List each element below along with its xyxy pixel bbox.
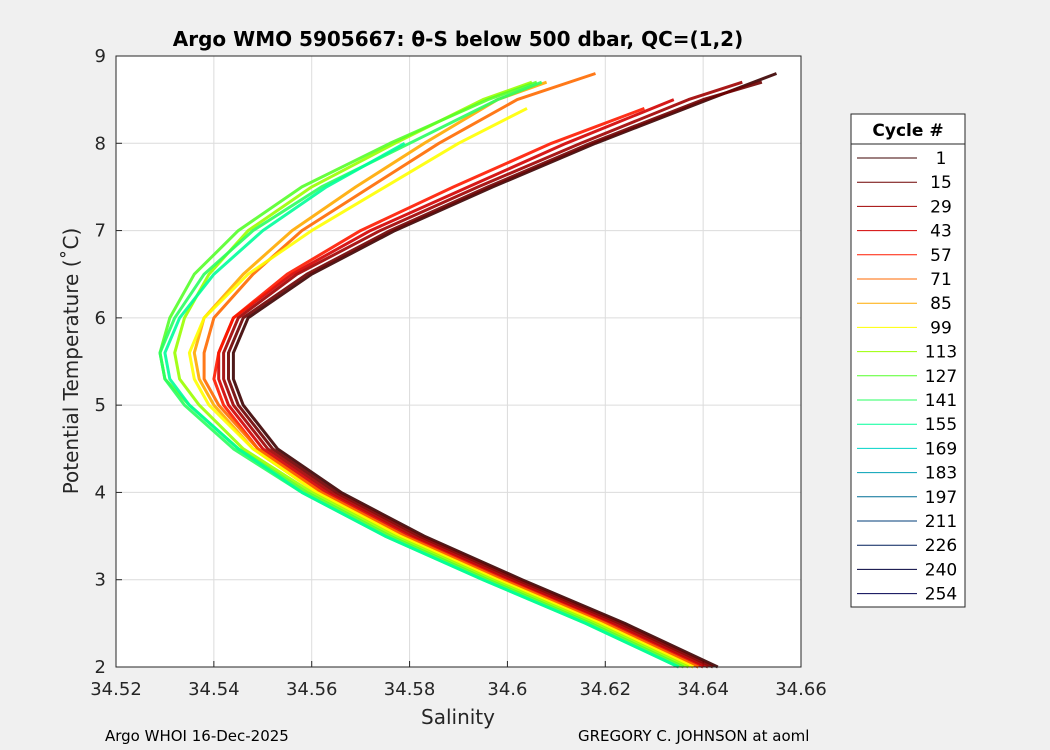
legend-items: 1 15 29 43 57 71 85 99 113 127 141 155 169 183 197 211 2… <box>857 149 957 605</box>
x-tick-label: 34.6 <box>487 679 527 700</box>
x-tick-label: 34.54 <box>188 679 240 700</box>
legend-entry-1: 1 <box>936 149 947 169</box>
legend-box <box>850 113 966 608</box>
legend-entry-29: 29 <box>930 197 952 217</box>
legend-entry-43: 43 <box>930 222 952 242</box>
legend-entry-113: 113 <box>925 343 957 363</box>
grid <box>115 55 802 668</box>
series-line-99 <box>187 107 695 669</box>
legend-entry-57: 57 <box>930 246 952 266</box>
legend-entry-141: 141 <box>925 391 957 411</box>
x-tick-labels: 34.52 34.54 34.56 34.58 34.6 34.62 34.64 34.66 <box>90 679 827 700</box>
series-group <box>158 72 778 669</box>
legend-entry-254: 254 <box>925 585 957 605</box>
y-tick-label: 2 <box>95 657 106 678</box>
series-line-15 <box>227 80 763 669</box>
legend-entry-71: 71 <box>930 270 952 290</box>
series-line-29 <box>222 80 743 669</box>
series-line-43 <box>217 98 704 669</box>
series-line-155 <box>163 141 680 669</box>
legend-entry-99: 99 <box>930 318 952 338</box>
x-tick-label: 34.66 <box>775 679 827 700</box>
series-line-1 <box>231 72 778 669</box>
y-tick-labels: 2 3 4 5 6 7 8 9 <box>95 46 106 678</box>
series-line-71 <box>202 72 699 669</box>
y-axis-label: Potential Temperature (˚C) <box>59 228 83 495</box>
legend-entry-183: 183 <box>925 464 957 484</box>
legend-entry-197: 197 <box>925 488 957 508</box>
y-tick-label: 7 <box>95 221 106 242</box>
legend-title: Cycle # <box>872 121 943 141</box>
x-tick-label: 34.64 <box>677 679 729 700</box>
legend-entry-240: 240 <box>925 560 957 580</box>
y-tick-label: 4 <box>95 482 106 503</box>
x-tick-label: 34.58 <box>384 679 436 700</box>
y-tick-label: 8 <box>95 133 106 154</box>
legend-entry-15: 15 <box>930 173 952 193</box>
x-tick-label: 34.52 <box>90 679 142 700</box>
x-tick-label: 34.56 <box>286 679 338 700</box>
series-line-113 <box>173 80 690 669</box>
legend-entry-211: 211 <box>925 512 957 532</box>
legend-entry-155: 155 <box>925 415 957 435</box>
footer-right: GREGORY C. JOHNSON at aoml <box>578 727 809 745</box>
legend-entry-226: 226 <box>925 536 957 556</box>
y-tick-label: 9 <box>95 46 106 67</box>
chart-title: Argo WMO 5905667: θ-S below 500 dbar, QC… <box>173 27 743 51</box>
x-tick-label: 34.62 <box>580 679 632 700</box>
legend-entry-127: 127 <box>925 367 957 387</box>
legend: Cycle # 1 15 29 43 57 71 85 99 113 127 141 155 169 18… <box>850 113 966 608</box>
x-axis-label: Salinity <box>421 705 495 729</box>
legend-entry-85: 85 <box>930 294 952 314</box>
y-tick-label: 5 <box>95 395 106 416</box>
plot-frame <box>115 55 802 668</box>
legend-entry-169: 169 <box>925 439 957 459</box>
y-tick-label: 6 <box>95 308 106 329</box>
footer-left: Argo WHOI 16-Dec-2025 <box>105 727 289 745</box>
y-tick-label: 3 <box>95 570 106 591</box>
